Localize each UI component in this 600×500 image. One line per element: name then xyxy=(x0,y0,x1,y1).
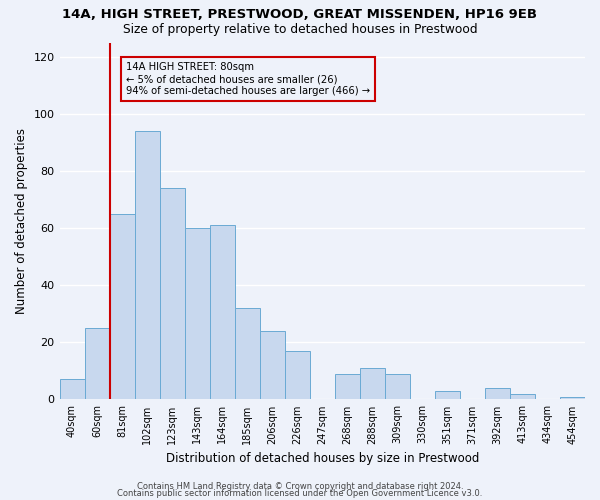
Text: 14A HIGH STREET: 80sqm
← 5% of detached houses are smaller (26)
94% of semi-deta: 14A HIGH STREET: 80sqm ← 5% of detached … xyxy=(126,62,370,96)
Bar xyxy=(385,374,410,400)
Bar xyxy=(59,380,85,400)
Bar xyxy=(335,374,360,400)
Bar xyxy=(435,391,460,400)
Bar xyxy=(235,308,260,400)
Bar xyxy=(185,228,209,400)
Bar xyxy=(485,388,510,400)
Bar xyxy=(360,368,385,400)
Bar xyxy=(510,394,535,400)
Bar xyxy=(209,225,235,400)
Text: Contains public sector information licensed under the Open Government Licence v3: Contains public sector information licen… xyxy=(118,489,482,498)
Text: Contains HM Land Registry data © Crown copyright and database right 2024.: Contains HM Land Registry data © Crown c… xyxy=(137,482,463,491)
X-axis label: Distribution of detached houses by size in Prestwood: Distribution of detached houses by size … xyxy=(166,452,479,465)
Bar xyxy=(285,351,310,400)
Bar xyxy=(260,331,285,400)
Bar xyxy=(134,131,160,400)
Y-axis label: Number of detached properties: Number of detached properties xyxy=(15,128,28,314)
Text: Size of property relative to detached houses in Prestwood: Size of property relative to detached ho… xyxy=(122,22,478,36)
Text: 14A, HIGH STREET, PRESTWOOD, GREAT MISSENDEN, HP16 9EB: 14A, HIGH STREET, PRESTWOOD, GREAT MISSE… xyxy=(62,8,538,20)
Bar xyxy=(560,396,585,400)
Bar xyxy=(110,214,134,400)
Bar xyxy=(85,328,110,400)
Bar xyxy=(160,188,185,400)
